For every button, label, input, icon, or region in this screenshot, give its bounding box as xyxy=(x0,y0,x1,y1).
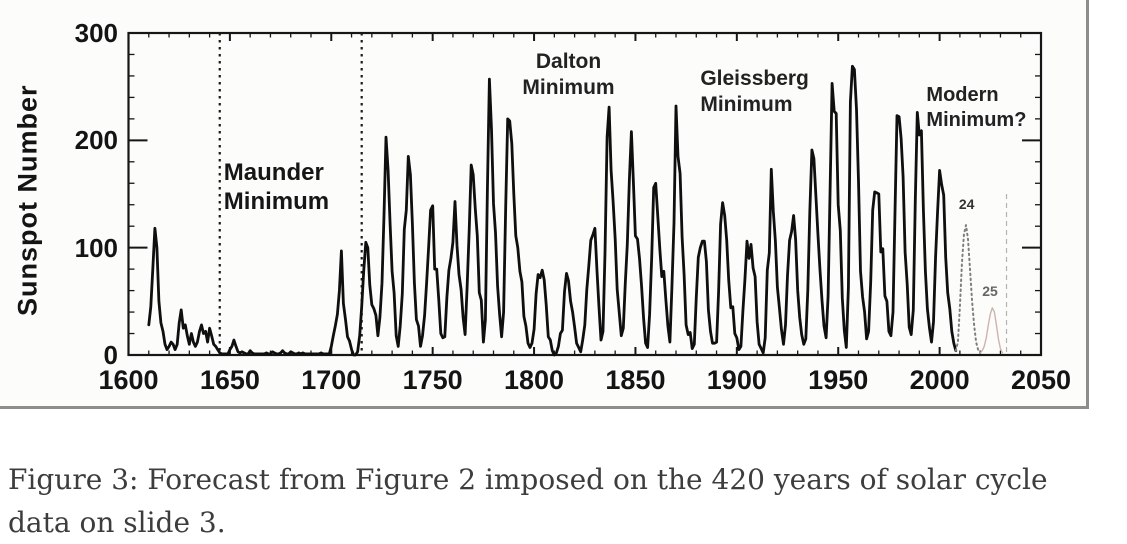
y-tick-label-0: 0 xyxy=(103,340,118,370)
y-tick-label-200: 200 xyxy=(74,125,118,156)
x-tick-label-1700: 1700 xyxy=(301,365,362,395)
x-tick-label-1800: 1800 xyxy=(504,365,565,395)
sunspot-figure: Sunspot Number 0 100 200 300 1600 1650 1700 17… xyxy=(0,0,1089,409)
sunspot-chart-svg xyxy=(127,31,1043,357)
maunder-minimum-label: Maunder Minimum xyxy=(223,158,330,215)
x-tick-label-2050: 2050 xyxy=(1010,365,1072,395)
x-tick-label-1750: 1750 xyxy=(402,365,463,395)
x-tick-label-2000: 2000 xyxy=(909,365,970,395)
cycle-24-forecast-path xyxy=(954,224,982,354)
cycle-25-forecast-path xyxy=(979,307,1004,354)
modern-minimum-label: Modern Minimum? xyxy=(926,84,1027,131)
cycle-25-label: 25 xyxy=(982,283,998,300)
plot-frame xyxy=(127,31,1043,357)
x-tick-label-1600: 1600 xyxy=(98,365,159,395)
cycle-24-label: 24 xyxy=(958,196,975,213)
x-tick-label-1850: 1850 xyxy=(605,365,666,395)
x-tick-label-1650: 1650 xyxy=(199,365,260,395)
dalton-minimum-label: Dalton Minimum xyxy=(522,50,615,99)
y-tick-label-100: 100 xyxy=(74,232,118,263)
figure-caption: Figure 3: Forecast from Figure 2 imposed… xyxy=(8,458,1118,544)
observed-sunspots-path xyxy=(147,64,958,357)
x-tick-label-1950: 1950 xyxy=(808,365,869,395)
y-tick-label-300: 300 xyxy=(74,18,118,48)
figure-caption-line-2: data on slide 3. xyxy=(8,506,226,539)
gleissberg-minimum-label: Gleissberg Minimum xyxy=(700,67,809,116)
figure-caption-line-1: Figure 3: Forecast from Figure 2 imposed… xyxy=(8,463,1048,496)
x-tick-label-1900: 1900 xyxy=(706,365,767,395)
